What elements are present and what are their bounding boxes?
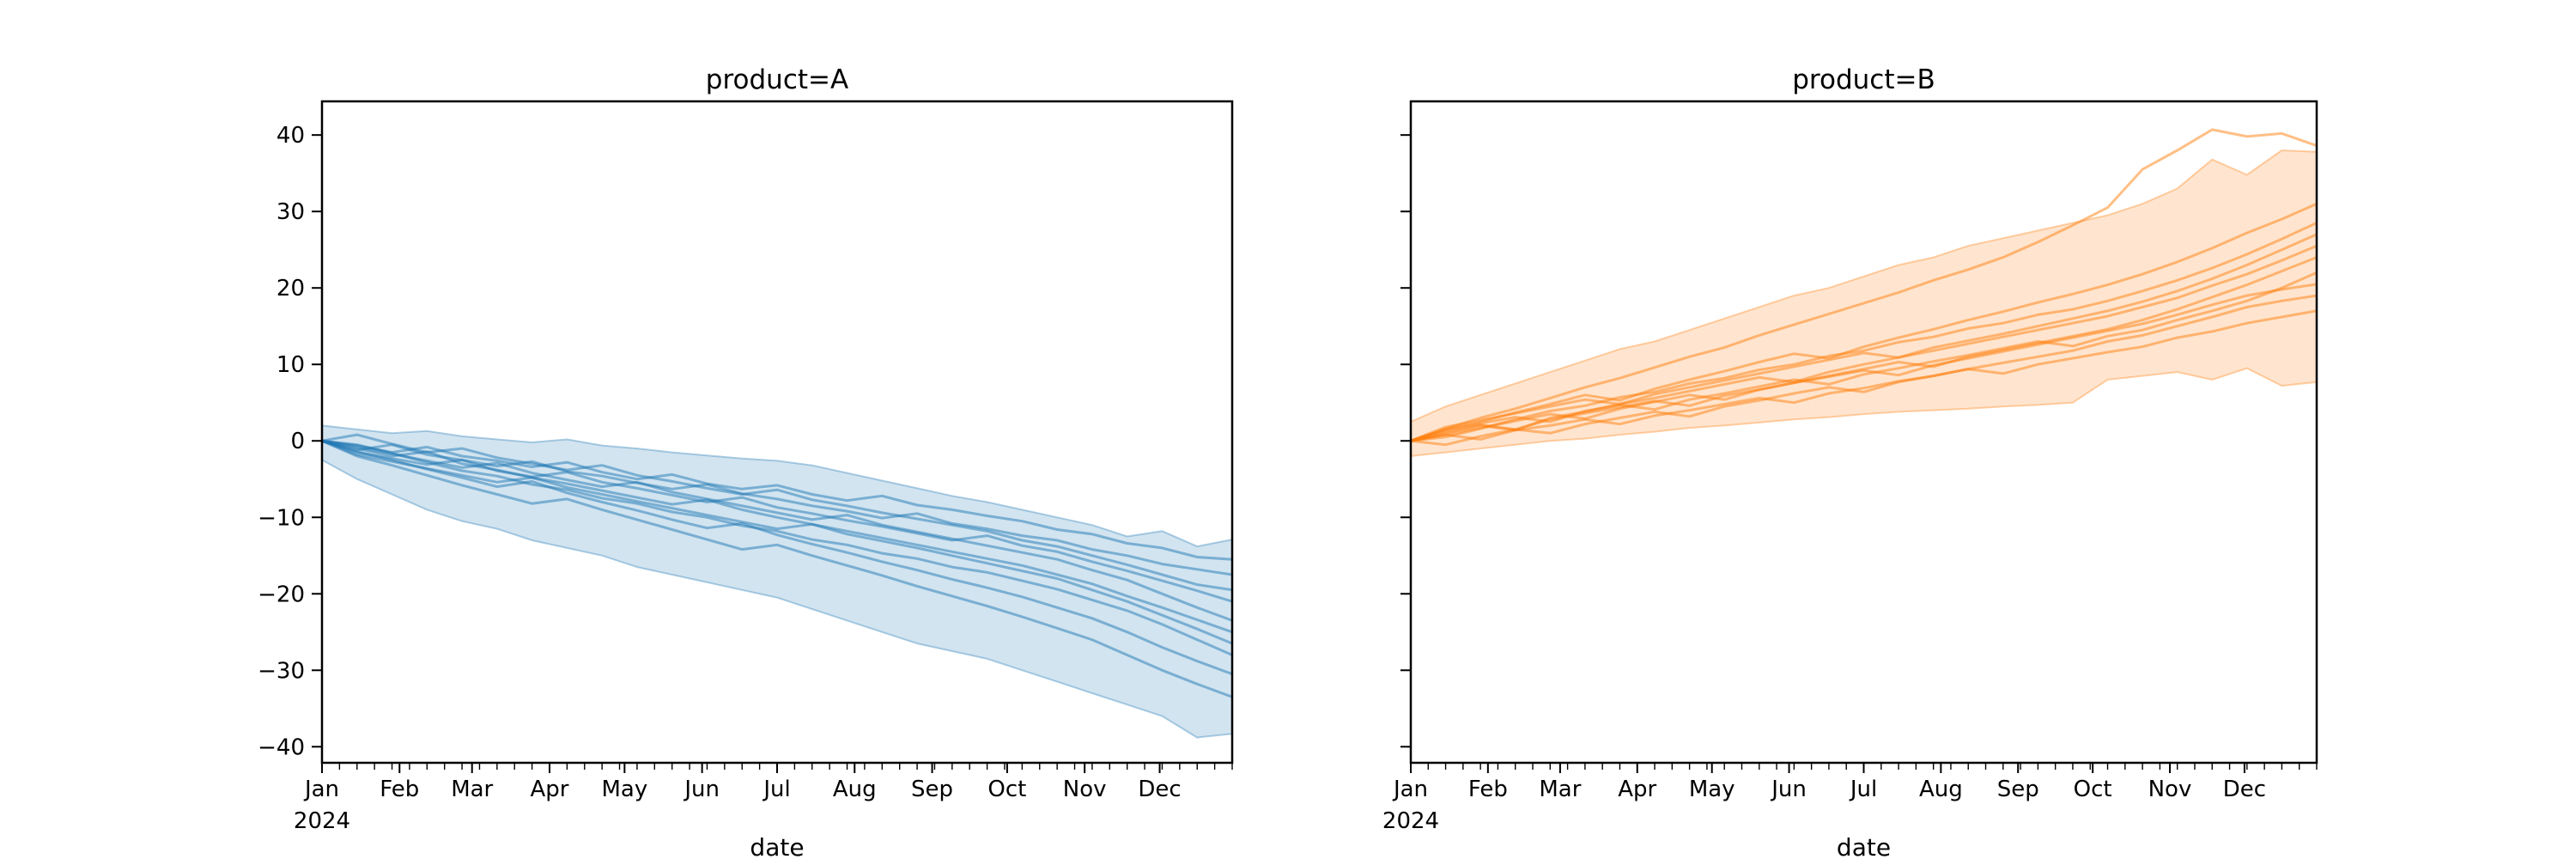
y-tick-label: −40	[258, 734, 305, 760]
x-tick-label: Aug	[833, 777, 877, 802]
x-tick-label: Jul	[1849, 777, 1877, 802]
y-tick-label: −10	[258, 505, 305, 531]
trajectory-line	[1411, 128, 2317, 442]
x-tick-label: Dec	[1138, 777, 1181, 802]
x-tick-label: Oct	[2074, 777, 2112, 802]
trajectory-line	[322, 439, 1232, 634]
y-tick-label: 30	[276, 199, 305, 225]
x-tick-label: Sep	[1997, 777, 2039, 802]
x-tick-year-label: 2024	[1382, 808, 1439, 834]
y-tick-label: 20	[276, 276, 305, 302]
x-tick-label: Jun	[683, 777, 720, 802]
x-tick-label: Jul	[762, 777, 790, 802]
trajectory-line	[322, 439, 1232, 603]
plot-area	[322, 424, 1232, 739]
trajectory-line	[322, 439, 1232, 561]
trajectory-line	[1411, 309, 2317, 442]
subplot-title: product=A	[706, 64, 848, 95]
x-tick-label: Nov	[1063, 777, 1107, 802]
x-tick-label: Apr	[1618, 777, 1656, 802]
x-tick-label: Oct	[987, 777, 1026, 802]
y-tick-label: 10	[276, 352, 305, 378]
x-tick-label: Jan	[1392, 777, 1428, 802]
trajectory-line	[322, 439, 1232, 676]
y-tick-label: −20	[258, 582, 305, 607]
confidence-band	[322, 424, 1232, 739]
trajectory-line	[1411, 244, 2317, 442]
x-tick-label: Jan	[303, 777, 339, 802]
x-tick-label: May	[1689, 777, 1735, 802]
trajectory-line	[1411, 202, 2317, 442]
trajectory-line	[322, 439, 1232, 656]
trajectory-line	[1411, 294, 2317, 447]
subplot-b: Jan 2024 Feb Mar Apr May Jun Jul Aug Sep Oct Nov Dec…	[1382, 64, 2318, 859]
x-tick-year-label: 2024	[294, 808, 350, 834]
x-tick-label: Feb	[380, 777, 419, 802]
subplot-title: product=B	[1792, 64, 1935, 95]
x-tick-label: Dec	[2223, 777, 2266, 802]
x-tick-label: Mar	[1539, 777, 1581, 802]
trajectory-line	[1411, 233, 2317, 442]
trajectory-line	[1411, 271, 2317, 442]
x-axis-label: date	[1837, 833, 1891, 859]
trajectory-line	[322, 433, 1232, 592]
trajectory-line	[322, 439, 1232, 645]
subplot-a: Jan 2024 Feb Mar Apr May Jun Jul Aug Sep Oct Nov Dec…	[258, 64, 1234, 859]
y-tick-label: 40	[276, 123, 305, 149]
y-tick-label: −30	[258, 658, 305, 684]
x-tick-label: Jun	[1770, 777, 1807, 802]
x-tick-label: Mar	[451, 777, 493, 802]
x-tick-label: May	[601, 777, 647, 802]
plot-area	[1411, 128, 2317, 457]
x-tick-label: Sep	[911, 777, 953, 802]
y-tick-label: 0	[290, 429, 305, 454]
trajectory-line	[322, 439, 1232, 576]
x-tick-label: Feb	[1468, 777, 1508, 802]
trajectory-line	[322, 439, 1232, 698]
x-tick-label: Nov	[2148, 777, 2192, 802]
x-tick-label: Apr	[531, 777, 569, 802]
trajectory-line	[1411, 222, 2317, 442]
x-tick-label: Aug	[1919, 777, 1963, 802]
x-axis-label: date	[750, 833, 804, 859]
